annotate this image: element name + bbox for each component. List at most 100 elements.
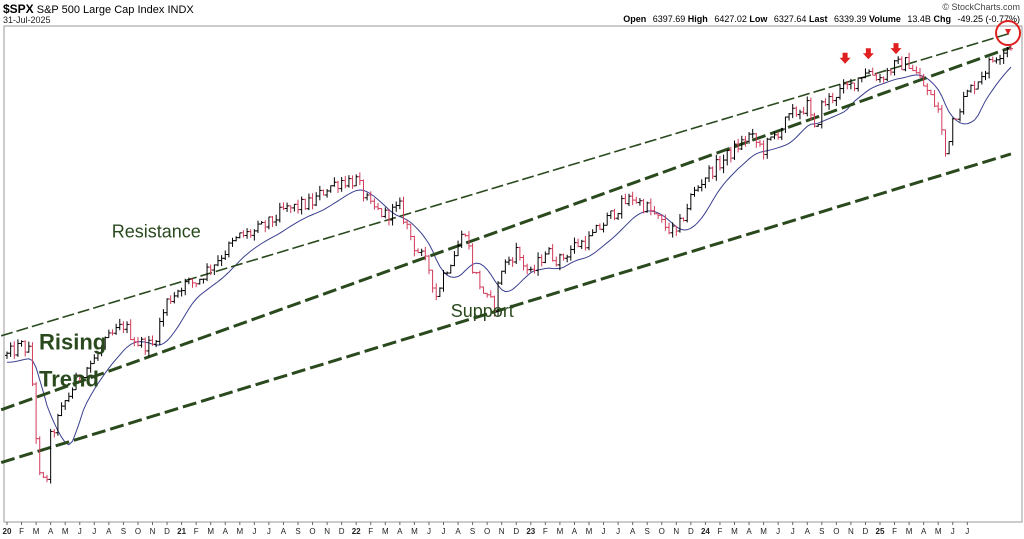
ohlc-bar bbox=[590, 229, 595, 237]
ohlc-bar bbox=[805, 96, 810, 117]
ohlc-bar bbox=[303, 198, 308, 210]
ohlc-bar bbox=[576, 238, 581, 248]
annotation-label: Resistance bbox=[112, 222, 201, 242]
ohlc-bar bbox=[787, 113, 792, 121]
last-label: Last bbox=[808, 14, 828, 24]
ohlc-bar bbox=[66, 392, 71, 403]
high-value: 6427.02 bbox=[714, 14, 747, 24]
ohlc-bar bbox=[943, 129, 948, 157]
down-arrow-icon bbox=[890, 43, 902, 55]
x-tick-label: J bbox=[252, 527, 256, 536]
ohlc-bar bbox=[663, 214, 668, 231]
ohlc-bar bbox=[968, 84, 973, 93]
x-tick-label: M bbox=[906, 527, 913, 536]
ohlc-bar bbox=[801, 106, 806, 115]
ohlc-bar bbox=[878, 73, 882, 83]
down-arrow-icon bbox=[1005, 29, 1012, 36]
ohlc-bar bbox=[336, 180, 341, 193]
ohlc-bar bbox=[332, 177, 337, 187]
x-tick-label: A bbox=[397, 527, 403, 536]
ohlc-bar bbox=[925, 83, 930, 96]
quote-line: Open 6397.69 High 6427.02 Low 6327.64 La… bbox=[623, 14, 1020, 24]
ohlc-bar bbox=[205, 263, 210, 282]
x-tick-label: 25 bbox=[876, 527, 885, 536]
ohlc-bar bbox=[215, 255, 220, 267]
ohlc-bar bbox=[594, 224, 599, 233]
ohlc-bar bbox=[499, 270, 504, 286]
ohlc-bar bbox=[179, 287, 184, 297]
ohlc-bar bbox=[623, 193, 628, 205]
x-tick-label: A bbox=[223, 527, 229, 536]
ohlc-bar bbox=[514, 242, 519, 264]
ohlc-bar bbox=[710, 166, 715, 180]
x-tick-label: N bbox=[324, 527, 330, 536]
ohlc-bar bbox=[255, 220, 260, 234]
low-value: 6327.64 bbox=[773, 14, 807, 24]
ohlc-bar bbox=[554, 256, 559, 267]
x-tick-label: J bbox=[427, 527, 431, 536]
ohlc-bar bbox=[765, 137, 770, 159]
ohlc-bar bbox=[197, 278, 202, 285]
ohlc-bar bbox=[168, 295, 173, 304]
ohlc-bar bbox=[63, 400, 68, 410]
x-tick-label: J bbox=[92, 527, 96, 536]
ohlc-bar bbox=[139, 336, 144, 348]
x-tick-label: S bbox=[121, 527, 126, 536]
ohlc-bar bbox=[430, 269, 435, 293]
ohlc-bar bbox=[317, 185, 322, 201]
ohlc-bar bbox=[150, 335, 155, 346]
x-tick-label: M bbox=[557, 527, 564, 536]
annotation-label: Trend bbox=[39, 366, 99, 391]
ohlc-bar bbox=[234, 236, 239, 242]
ohlc-bar bbox=[132, 337, 137, 347]
ohlc-bar bbox=[277, 202, 282, 223]
ohlc-bar bbox=[52, 429, 57, 438]
ohlc-bar bbox=[601, 222, 606, 233]
annotation-label: Rising bbox=[39, 330, 106, 355]
ohlc-bar bbox=[641, 198, 646, 214]
x-tick-label: M bbox=[382, 527, 389, 536]
ohlc-bar bbox=[856, 77, 861, 92]
ohlc-bar bbox=[437, 287, 442, 297]
ohlc-bar bbox=[488, 290, 493, 298]
ohlc-bar bbox=[434, 283, 439, 301]
ohlc-bar bbox=[972, 80, 977, 95]
x-tick-label: J bbox=[602, 527, 606, 536]
ohlc-bar bbox=[699, 179, 704, 192]
ohlc-bar bbox=[794, 106, 799, 117]
x-tick-label: A bbox=[48, 527, 54, 536]
ohlc-bar bbox=[648, 198, 653, 216]
ohlc-bar bbox=[146, 335, 151, 357]
x-tick-label: M bbox=[760, 527, 767, 536]
ohlc-bar bbox=[652, 206, 657, 215]
ohlc-bar bbox=[703, 177, 708, 189]
ohlc-bar bbox=[681, 217, 686, 222]
ohlc-bar bbox=[26, 341, 31, 353]
ohlc-bar bbox=[117, 318, 122, 331]
ohlc-bar bbox=[175, 289, 180, 298]
ohlc-bar bbox=[790, 104, 795, 119]
volume-label: Volume bbox=[869, 14, 901, 24]
ohlc-bar bbox=[859, 76, 864, 83]
ohlc-bar bbox=[907, 52, 912, 69]
ohlc-bar bbox=[245, 228, 250, 239]
x-tick-label: A bbox=[572, 527, 578, 536]
ohlc-bar bbox=[990, 56, 995, 63]
ohlc-bar bbox=[837, 84, 842, 100]
ohlc-bar bbox=[830, 92, 835, 104]
x-tick-label: N bbox=[499, 527, 505, 536]
ohlc-bar bbox=[616, 212, 621, 221]
ohlc-bar bbox=[521, 254, 526, 271]
ohlc-bar bbox=[401, 196, 406, 225]
ohlc-bar bbox=[19, 340, 24, 347]
ohlc-bar bbox=[597, 223, 602, 230]
x-tick-label: F bbox=[718, 527, 723, 536]
ohlc-bar bbox=[506, 256, 511, 266]
ohlc-bar bbox=[510, 257, 515, 267]
ohlc-bar bbox=[776, 131, 781, 140]
ohlc-bar bbox=[165, 298, 170, 316]
ohlc-bar bbox=[419, 248, 424, 257]
ohlc-bar bbox=[918, 67, 923, 78]
ohlc-bar bbox=[154, 339, 159, 348]
